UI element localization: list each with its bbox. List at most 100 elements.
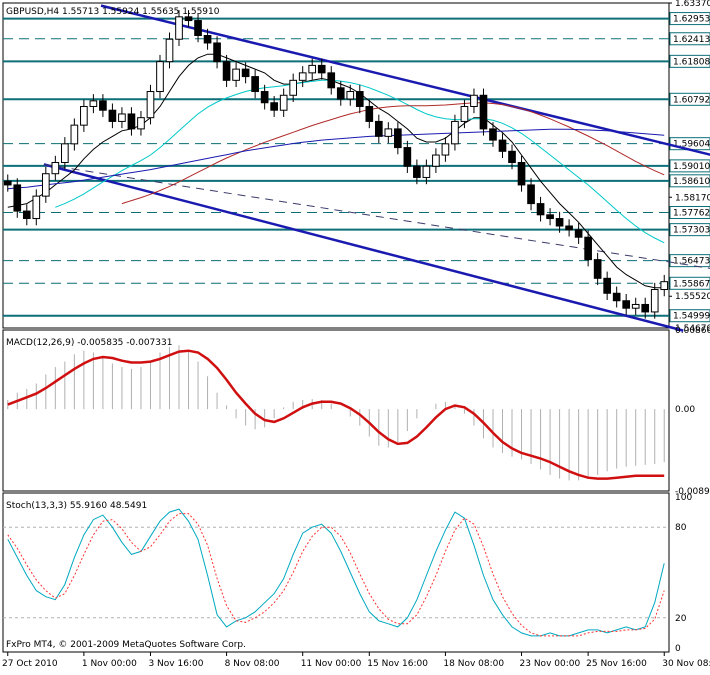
- price-candle: [298, 72, 307, 81]
- time-tick-label: 15 Nov 16:00: [367, 659, 428, 669]
- price-level-box: [669, 174, 710, 188]
- price-candle: [289, 79, 298, 96]
- time-tick-label: 27 Oct 2010: [2, 659, 58, 669]
- price-candle: [194, 20, 202, 36]
- price-candle: [308, 64, 317, 74]
- price-candle: [641, 303, 650, 313]
- price-candle: [603, 277, 611, 294]
- price-candle: [203, 35, 212, 44]
- price-tick-label: 1.54670: [675, 324, 710, 334]
- price-candle: [61, 143, 69, 164]
- price-candle: [51, 162, 60, 175]
- price-candle: [574, 229, 583, 238]
- price-level-label: 1.60792: [673, 95, 710, 105]
- price-candle: [175, 16, 183, 40]
- price-candle: [13, 184, 22, 212]
- price-candle: [41, 173, 50, 197]
- macd-tick-label: -0.00896: [675, 487, 710, 497]
- price-candle: [413, 165, 421, 178]
- price-candle: [22, 210, 31, 220]
- price-level-label: 1.62953: [673, 15, 710, 25]
- price-tick-label: 1.58170: [675, 193, 710, 203]
- price-level-box: [669, 54, 710, 68]
- time-tick-label: 11 Nov 00:00: [301, 659, 362, 669]
- moving-average-ma_long: [7, 128, 665, 190]
- price-candle: [593, 259, 602, 279]
- price-level-label: 1.58610: [673, 177, 710, 187]
- stoch-tick-label: 80: [675, 523, 687, 533]
- price-candle: [184, 16, 193, 22]
- trend-line: [100, 4, 710, 156]
- price-candle: [498, 139, 507, 152]
- price-level-label: 1.54999: [673, 312, 710, 322]
- price-candle: [451, 120, 459, 145]
- price-level-label: 1.57303: [673, 226, 710, 236]
- price-candle: [3, 180, 12, 186]
- price-candle: [327, 72, 336, 89]
- time-axis: 27 Oct 2010 1 Nov 00:00 3 Nov 16:00 8 Nov 0…: [2, 652, 710, 669]
- price-candle: [137, 117, 145, 130]
- price-candle: [517, 162, 526, 186]
- price-candle: [565, 225, 573, 231]
- price-level-label: 1.55867: [673, 279, 710, 289]
- price-candle: [241, 68, 250, 78]
- price-level-box: [669, 309, 710, 323]
- moving-average-ma_fast: [7, 53, 665, 289]
- price-candle: [365, 105, 374, 122]
- time-tick-label: 25 Nov 16:00: [586, 659, 647, 669]
- price-level-label: 1.59010: [673, 162, 710, 172]
- price-level-box: [669, 12, 710, 26]
- stoch-tick-label: 0: [675, 644, 681, 654]
- time-tick-label: 1 Nov 00:00: [82, 659, 137, 669]
- stoch-main-line: [7, 508, 665, 637]
- price-candle: [80, 105, 88, 126]
- price-candle: [165, 38, 174, 63]
- price-candle: [32, 195, 41, 220]
- price-candle: [536, 203, 545, 216]
- price-candle: [631, 303, 640, 309]
- macd-label: MACD(12,26,9) -0.005835 -0.007331: [6, 338, 172, 348]
- price-candle: [70, 124, 79, 145]
- stoch-signal-line: [7, 513, 665, 637]
- price-candle: [403, 147, 412, 167]
- price-candle: [612, 292, 621, 302]
- price-candle: [127, 113, 136, 130]
- trend-line: [43, 163, 684, 332]
- price-tick-label: 1.55520: [675, 292, 710, 302]
- price-level-box: [669, 254, 710, 268]
- price-candle: [260, 91, 269, 104]
- price-candle: [355, 91, 364, 107]
- price-candle: [584, 236, 592, 261]
- price-level-label: 1.61808: [673, 57, 710, 67]
- price-level-box: [669, 205, 710, 219]
- price-candle: [384, 128, 393, 137]
- price-candle: [232, 68, 240, 81]
- stoch-frame: [2, 492, 670, 653]
- price-candle: [213, 42, 221, 63]
- price-candle: [460, 105, 469, 122]
- price-candle: [422, 165, 431, 178]
- time-tick-label: 8 Nov 08:00: [225, 659, 280, 669]
- macd-tick-label: 0.00: [675, 405, 695, 415]
- price-candle: [118, 113, 126, 122]
- price-candle: [394, 128, 402, 149]
- price-level-label: 1.62413: [673, 35, 710, 45]
- price-level-box: [669, 92, 710, 106]
- price-candle: [222, 61, 231, 81]
- price-level-label: 1.56473: [673, 257, 710, 267]
- price-candle: [650, 289, 659, 313]
- macd-signal-line: [7, 349, 665, 480]
- price-candle: [374, 120, 383, 137]
- time-tick-label: 18 Nov 08:00: [443, 659, 504, 669]
- price-candle: [508, 150, 516, 164]
- copyright-text: FxPro MT4, © 2001-2009 MetaQuotes Softwa…: [6, 640, 246, 650]
- price-header: GBPUSD,H4 1.55713 1.55924 1.55635 1.5591…: [6, 7, 220, 17]
- price-candle: [470, 94, 478, 107]
- price-candle: [527, 184, 535, 205]
- price-level-box: [669, 159, 710, 173]
- trend-line: [43, 163, 710, 269]
- price-candle: [441, 143, 450, 156]
- price-level-box: [669, 32, 710, 46]
- price-candle: [317, 64, 326, 74]
